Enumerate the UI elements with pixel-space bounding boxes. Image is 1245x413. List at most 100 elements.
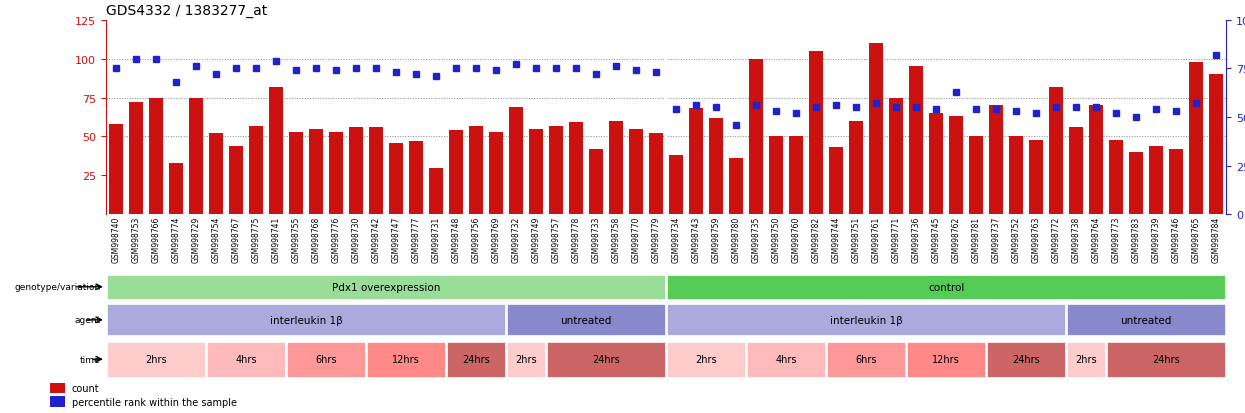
Bar [649, 134, 664, 215]
Bar [1107, 342, 1225, 377]
Text: genotype/variation: genotype/variation [14, 282, 101, 292]
Bar [108, 125, 123, 215]
Bar [329, 133, 342, 215]
Bar [367, 342, 444, 377]
Bar [1189, 63, 1204, 215]
Bar [1067, 342, 1106, 377]
Bar [107, 275, 665, 299]
Bar [549, 126, 563, 215]
Bar [949, 117, 964, 215]
Bar [430, 168, 443, 215]
Bar [789, 137, 803, 215]
Bar [169, 164, 183, 215]
Bar [309, 129, 322, 215]
Bar [1089, 106, 1103, 215]
Text: 2hrs: 2hrs [1076, 354, 1097, 364]
Text: 2hrs: 2hrs [515, 354, 537, 364]
Bar [1109, 140, 1123, 215]
Bar [827, 342, 905, 377]
Text: Pdx1 overexpression: Pdx1 overexpression [331, 282, 441, 292]
Bar [889, 98, 903, 215]
Bar [489, 133, 503, 215]
Bar [569, 123, 583, 215]
Text: 2hrs: 2hrs [144, 354, 167, 364]
Bar [667, 275, 1225, 299]
Bar [107, 304, 505, 336]
Text: GDS4332 / 1383277_at: GDS4332 / 1383277_at [106, 4, 268, 18]
Bar [128, 103, 143, 215]
Bar [589, 150, 603, 215]
Text: 4hrs: 4hrs [235, 354, 256, 364]
Bar [749, 59, 763, 215]
Text: count: count [72, 383, 100, 393]
Text: 4hrs: 4hrs [776, 354, 797, 364]
Text: 24hrs: 24hrs [462, 354, 489, 364]
Bar [629, 129, 644, 215]
Bar [1209, 75, 1224, 215]
Bar [207, 342, 285, 377]
Bar [229, 147, 243, 215]
Text: interleukin 1β: interleukin 1β [829, 315, 903, 325]
Text: untreated: untreated [1120, 315, 1172, 325]
Bar [669, 156, 684, 215]
Bar [388, 143, 403, 215]
Bar [990, 106, 1003, 215]
Bar [289, 133, 303, 215]
Bar [1067, 304, 1225, 336]
Bar [909, 67, 924, 215]
Text: percentile rank within the sample: percentile rank within the sample [72, 396, 237, 407]
Bar [507, 342, 545, 377]
Bar [149, 98, 163, 215]
Bar [469, 126, 483, 215]
Bar [908, 342, 985, 377]
Bar [609, 121, 622, 215]
Bar [286, 342, 365, 377]
Text: 6hrs: 6hrs [855, 354, 876, 364]
Bar [349, 128, 364, 215]
Bar [769, 137, 783, 215]
Bar [1149, 147, 1163, 215]
Bar [50, 383, 66, 393]
Bar [1129, 153, 1143, 215]
Bar [449, 131, 463, 215]
Bar [1010, 137, 1023, 215]
Text: 6hrs: 6hrs [315, 354, 336, 364]
Bar [829, 148, 843, 215]
Text: control: control [928, 282, 965, 292]
Text: untreated: untreated [560, 315, 611, 325]
Text: 12hrs: 12hrs [392, 354, 420, 364]
Bar [747, 342, 825, 377]
Bar [667, 304, 1066, 336]
Bar [50, 396, 66, 406]
Text: interleukin 1β: interleukin 1β [269, 315, 342, 325]
Bar [1030, 140, 1043, 215]
Bar [408, 142, 423, 215]
Bar [547, 342, 665, 377]
Bar [730, 159, 743, 215]
Bar [1069, 128, 1083, 215]
Bar [869, 44, 883, 215]
Bar [929, 114, 944, 215]
Bar [849, 121, 863, 215]
Bar [667, 342, 745, 377]
Bar [710, 119, 723, 215]
Bar [529, 129, 543, 215]
Bar [809, 52, 823, 215]
Bar [1050, 88, 1063, 215]
Bar [1169, 150, 1183, 215]
Text: 12hrs: 12hrs [933, 354, 960, 364]
Bar [447, 342, 505, 377]
Text: 24hrs: 24hrs [1012, 354, 1040, 364]
Bar [507, 304, 665, 336]
Text: agent: agent [75, 316, 101, 325]
Text: 24hrs: 24hrs [593, 354, 620, 364]
Bar [688, 109, 703, 215]
Text: 24hrs: 24hrs [1153, 354, 1180, 364]
Bar [249, 126, 263, 215]
Bar [107, 342, 205, 377]
Bar [269, 88, 283, 215]
Bar [509, 108, 523, 215]
Bar [969, 137, 984, 215]
Bar [189, 98, 203, 215]
Text: time: time [80, 355, 101, 364]
